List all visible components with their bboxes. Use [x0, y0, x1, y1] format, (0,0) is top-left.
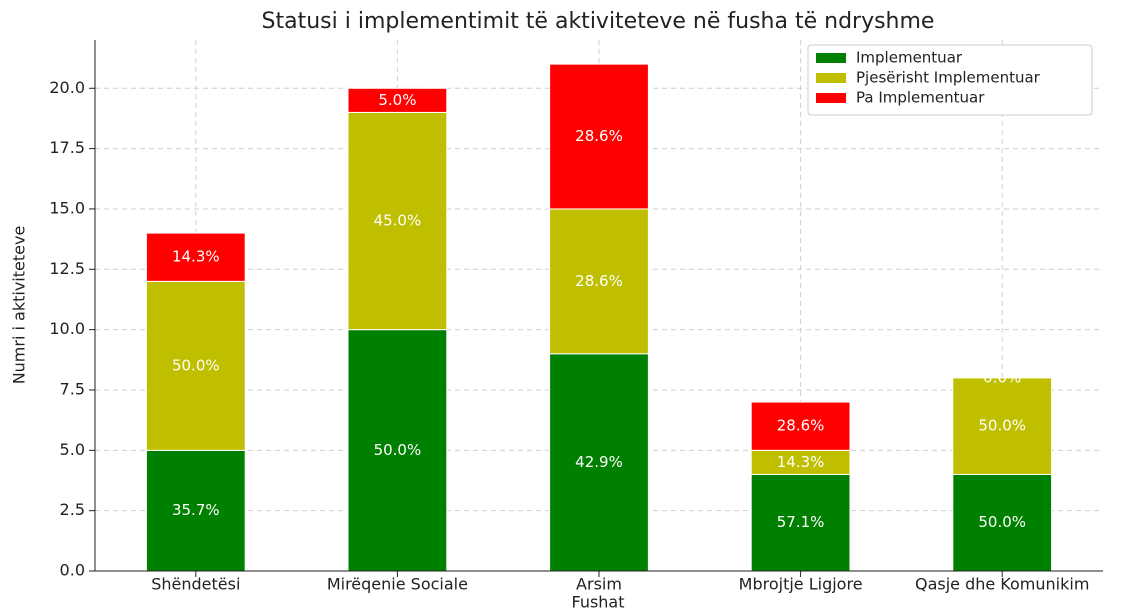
bar-segment [549, 63, 649, 210]
bar-label: 28.6% [575, 272, 623, 290]
bar-label: 50.0% [978, 417, 1026, 435]
bar-segment [750, 449, 851, 475]
bar-label: 42.9% [575, 453, 623, 471]
legend-swatch [816, 53, 846, 63]
bar-label: 35.7% [172, 501, 220, 519]
bar-segment [347, 111, 448, 331]
bar-label: 50.0% [172, 356, 220, 374]
bar-segment [347, 87, 448, 113]
bar-label: 45.0% [374, 212, 422, 230]
bar-label: 28.6% [777, 417, 825, 435]
x-axis-label: Fushat [571, 593, 624, 612]
y-tick-label: 17.5 [49, 138, 85, 157]
bar-segment [347, 329, 448, 572]
bar-label: 28.6% [575, 127, 623, 145]
y-tick-label: 15.0 [49, 198, 85, 217]
x-tick-label: Arsim [576, 575, 622, 594]
y-tick-label: 5.0 [60, 440, 85, 459]
y-axis-label: Numri i aktiviteteve [10, 226, 29, 385]
y-tick-label: 0.0 [60, 561, 85, 580]
bar-label: 50.0% [374, 441, 422, 459]
y-tick-label: 20.0 [49, 78, 85, 97]
x-tick-label: Mirëqenie Sociale [327, 575, 468, 594]
legend: Implementuar Pjesërisht Implementuar Pa Im… [807, 44, 1093, 116]
bar-label: 14.3% [172, 248, 220, 266]
bar-label: 14.3% [777, 453, 825, 471]
x-tick-label: Mbrojtje Ligjore [739, 575, 863, 594]
x-tick-label: Shëndetësi [151, 575, 240, 594]
bar-segment [952, 473, 1053, 572]
x-tick-label: Qasje dhe Komunikim [915, 575, 1089, 594]
bar-segment [145, 232, 246, 282]
bar-label: 50.0% [978, 513, 1026, 531]
bar-segment [549, 208, 649, 355]
bar-segment [750, 473, 851, 572]
bar-segment [952, 377, 1053, 475]
y-tick-label: 10.0 [49, 319, 85, 338]
chart-title: Statusi i implementimit të aktiviteteve … [262, 9, 935, 34]
y-tick-label: 7.5 [60, 379, 85, 398]
bar-label: 0.0% [983, 368, 1021, 386]
legend-label: Pjesërisht Implementuar [856, 69, 1041, 87]
bar-segment [145, 280, 246, 451]
bar-label: 57.1% [777, 513, 825, 531]
y-tick-label: 2.5 [60, 500, 85, 519]
legend-label: Implementuar [856, 49, 963, 67]
legend-label: Pa Implementuar [856, 89, 985, 107]
legend-swatch [816, 93, 846, 103]
legend-box [807, 44, 1093, 116]
y-tick-label: 12.5 [49, 259, 85, 278]
bar-segment [750, 401, 851, 451]
bar-segment [145, 449, 246, 572]
legend-swatch [816, 73, 846, 83]
bar-label: 5.0% [378, 91, 416, 109]
